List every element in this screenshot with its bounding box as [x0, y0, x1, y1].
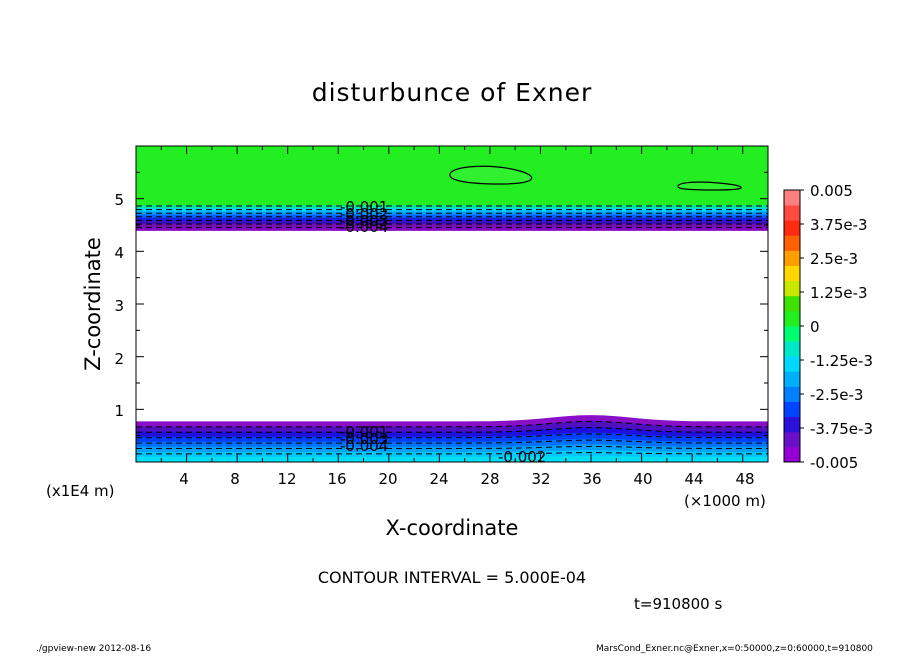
y-tick-label: 3 — [114, 297, 124, 315]
contour-label: -0.001 — [340, 423, 388, 441]
colorbar-label: 0 — [810, 318, 820, 336]
colorbar-swatch — [784, 235, 800, 251]
colorbar-swatch — [784, 326, 800, 342]
contour-label: -0.003 — [340, 430, 388, 448]
contour-line — [136, 420, 768, 428]
closed-contour-1 — [449, 165, 533, 185]
y-tick-label: 1 — [114, 402, 124, 420]
contour-line — [136, 427, 768, 433]
footer-right: MarsCond_Exner.nc@Exner,x=0:50000,z=0:60… — [596, 644, 873, 654]
x-tick-label: 32 — [531, 470, 550, 488]
colorbar-swatch — [784, 416, 800, 433]
closed-contour-2 — [677, 181, 742, 191]
contour-dashed-lines — [136, 205, 768, 455]
contour-line — [136, 433, 768, 439]
upper-band-strip — [136, 208, 768, 213]
contour-label: -0.004 — [340, 218, 388, 236]
upper-band-strip — [136, 202, 768, 206]
x-tick-label: 28 — [480, 470, 499, 488]
colorbar-swatch — [784, 341, 800, 357]
upper-band-strip — [136, 227, 768, 231]
upper-band-strip — [136, 223, 768, 228]
colorbar-swatch — [784, 265, 800, 282]
colorbar-label: 3.75e-3 — [810, 216, 868, 234]
colorbar-swatch — [784, 295, 800, 312]
colorbar-swatch — [784, 446, 800, 463]
x-unit-label: (×1000 m) — [684, 492, 766, 510]
colorbar-swatch — [784, 356, 800, 372]
colorbar-label: -3.75e-3 — [810, 420, 873, 438]
upper-band-strip — [136, 205, 768, 209]
axis-ticks — [136, 146, 768, 462]
x-tick-label: 24 — [429, 470, 448, 488]
plot-area: -0.001 -0.002 -0.003 -0.004 -0.001 -0.00… — [135, 145, 769, 466]
x-tick-label: 36 — [582, 470, 601, 488]
contour-label: -0.001 — [340, 198, 388, 216]
time-label: t=910800 s — [634, 595, 722, 613]
colorbar-swatch — [784, 371, 800, 387]
colorbar-swatch — [784, 431, 800, 448]
lower-band-gradient — [136, 415, 768, 462]
x-tick-label: 44 — [684, 470, 703, 488]
colorbar-swatch — [784, 220, 800, 236]
colorbar-label: -1.25e-3 — [810, 352, 873, 370]
x-tick-label: 16 — [327, 470, 346, 488]
contour-label: -0.004 — [340, 437, 388, 455]
footer-left: ./gpview-new 2012-08-16 — [36, 644, 151, 654]
x-tick-label: 12 — [277, 470, 296, 488]
contour-label: -0.003 — [340, 212, 388, 230]
colorbar-swatch — [784, 310, 800, 327]
colorbar-swatch — [784, 401, 800, 418]
contour-label: -0.002 — [340, 205, 388, 223]
colorbar — [783, 189, 804, 463]
y-tick-label: 5 — [114, 191, 124, 209]
contour-line — [136, 445, 768, 449]
upper-band-strip — [136, 220, 768, 225]
colorbar-swatch — [784, 190, 800, 206]
y-unit-label: (x1E4 m) — [46, 482, 115, 500]
x-axis-label: X-coordinate — [386, 516, 519, 540]
y-tick-label: 4 — [114, 244, 124, 262]
chart-title: disturbunce of Exner — [312, 78, 593, 107]
x-tick-label: 4 — [179, 470, 189, 488]
x-tick-label: 20 — [378, 470, 397, 488]
contour-line — [136, 439, 768, 444]
y-tick-label: 2 — [114, 350, 124, 368]
colorbar-label: -0.005 — [810, 454, 858, 472]
x-tick-label: 40 — [633, 470, 652, 488]
lower-band-strip — [136, 456, 768, 462]
x-tick-label: 48 — [735, 470, 754, 488]
colorbar-swatch — [784, 386, 800, 402]
contour-line — [136, 452, 768, 455]
contour-label: -0.002 — [498, 448, 546, 466]
colorbar-swatch — [784, 250, 800, 266]
colorbar-label: -2.5e-3 — [810, 386, 863, 404]
colorbar-label: 2.5e-3 — [810, 250, 858, 268]
upper-band-strip — [136, 217, 768, 222]
colorbar-swatch — [784, 205, 800, 221]
colorbar-label: 1.25e-3 — [810, 284, 868, 302]
y-axis-label: Z-coordinate — [81, 237, 105, 371]
colorbar-label: 0.005 — [810, 182, 853, 200]
contour-interval-text: CONTOUR INTERVAL = 5.000E-04 — [318, 568, 586, 587]
x-tick-label: 8 — [230, 470, 240, 488]
colorbar-swatch — [784, 280, 800, 297]
